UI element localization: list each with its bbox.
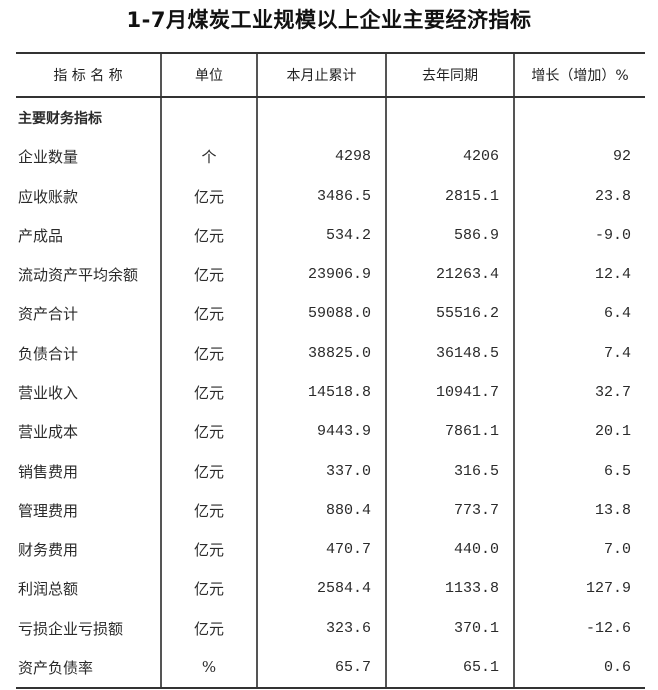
last-year-value: 2815.1 xyxy=(385,176,514,216)
section-row: 主要财务指标 xyxy=(16,97,645,138)
last-year-value: 316.5 xyxy=(385,451,514,491)
last-year-value: 1133.8 xyxy=(385,569,514,609)
unit: 亿元 xyxy=(160,372,257,413)
current-value: 9443.9 xyxy=(256,412,386,452)
indicator-name: 企业数量 xyxy=(18,148,79,167)
table-row: 财务费用 亿元 470.7 440.0 7.0 xyxy=(16,529,645,570)
growth-value: 6.5 xyxy=(513,451,645,491)
table-row: 销售费用 亿元 337.0 316.5 6.5 xyxy=(16,451,645,491)
header-current-cumulative: 本月止累计 xyxy=(256,52,386,98)
page-title: 1-7月煤炭工业规模以上企业主要经济指标 xyxy=(126,8,532,32)
unit: 亿元 xyxy=(160,294,257,334)
last-year-value: 36148.5 xyxy=(385,333,514,373)
unit: 亿元 xyxy=(160,215,257,256)
growth-value: 13.8 xyxy=(513,490,645,530)
current-value: 534.2 xyxy=(256,215,386,256)
current-value: 65.7 xyxy=(256,647,386,689)
last-year-value: 55516.2 xyxy=(385,294,514,334)
last-year-value: 21263.4 xyxy=(385,255,514,295)
table-row: 亏损企业亏损额 亿元 323.6 370.1 -12.6 xyxy=(16,608,645,648)
header-growth: 增长（增加）% xyxy=(513,52,645,98)
unit: 亿元 xyxy=(160,333,257,373)
unit: 亿元 xyxy=(160,176,257,216)
current-value: 323.6 xyxy=(256,608,386,648)
table-row: 应收账款 亿元 3486.5 2815.1 23.8 xyxy=(16,176,645,216)
table-row: 负债合计 亿元 38825.0 36148.5 7.4 xyxy=(16,333,645,373)
header-last-year: 去年同期 xyxy=(385,52,514,98)
current-value: 880.4 xyxy=(256,490,386,530)
growth-value: 12.4 xyxy=(513,255,645,295)
indicators-table: 指 标 名 称 单位 本月止累计 去年同期 增长（增加）% 主要财务指标 企业数… xyxy=(16,52,645,689)
growth-value: -12.6 xyxy=(513,608,645,648)
current-value: 2584.4 xyxy=(256,569,386,609)
header-indicator-name: 指 标 名 称 xyxy=(16,52,161,98)
indicator-name: 流动资产平均余额 xyxy=(18,266,139,285)
header-unit: 单位 xyxy=(160,52,257,98)
unit: 亿元 xyxy=(160,490,257,530)
growth-value: 0.6 xyxy=(513,647,645,689)
current-value: 3486.5 xyxy=(256,176,386,216)
indicator-name: 营业成本 xyxy=(18,423,79,442)
current-value: 38825.0 xyxy=(256,333,386,373)
table-row: 流动资产平均余额 亿元 23906.9 21263.4 12.4 xyxy=(16,255,645,295)
current-value: 59088.0 xyxy=(256,294,386,334)
table-row: 产成品 亿元 534.2 586.9 -9.0 xyxy=(16,215,645,256)
growth-value: 127.9 xyxy=(513,569,645,609)
growth-value: 23.8 xyxy=(513,176,645,216)
last-year-value: 440.0 xyxy=(385,529,514,570)
current-value: 14518.8 xyxy=(256,372,386,413)
unit: 个 xyxy=(160,137,257,177)
last-year-value: 4206 xyxy=(385,137,514,177)
unit: 亿元 xyxy=(160,608,257,648)
last-year-value: 7861.1 xyxy=(385,412,514,452)
current-value: 23906.9 xyxy=(256,255,386,295)
growth-value: 6.4 xyxy=(513,294,645,334)
indicator-name: 利润总额 xyxy=(18,580,79,599)
indicator-name: 销售费用 xyxy=(18,462,79,481)
last-year-value: 773.7 xyxy=(385,490,514,530)
indicator-name: 资产负债率 xyxy=(16,647,161,689)
unit: 亿元 xyxy=(160,569,257,609)
unit: 亿元 xyxy=(160,255,257,295)
table-row: 利润总额 亿元 2584.4 1133.8 127.9 xyxy=(16,569,645,609)
table-row: 营业成本 亿元 9443.9 7861.1 20.1 xyxy=(16,412,645,452)
indicator-name: 亏损企业亏损额 xyxy=(18,619,124,638)
indicator-name: 管理费用 xyxy=(18,501,79,520)
table-row: 企业数量 个 4298 4206 92 xyxy=(16,137,645,177)
unit: 亿元 xyxy=(160,412,257,452)
indicator-name: 资产合计 xyxy=(18,305,79,324)
indicator-name: 产成品 xyxy=(18,226,64,245)
growth-value: 7.4 xyxy=(513,333,645,373)
growth-value: 92 xyxy=(513,137,645,177)
current-value: 470.7 xyxy=(256,529,386,570)
indicator-name: 营业收入 xyxy=(18,383,79,402)
unit: % xyxy=(160,647,257,689)
table-header-row: 指 标 名 称 单位 本月止累计 去年同期 增长（增加）% xyxy=(16,52,645,98)
current-value: 337.0 xyxy=(256,451,386,491)
last-year-value: 10941.7 xyxy=(385,372,514,413)
table-row: 资产合计 亿元 59088.0 55516.2 6.4 xyxy=(16,294,645,334)
unit: 亿元 xyxy=(160,451,257,491)
growth-value: -9.0 xyxy=(513,215,645,256)
table-row: 资产负债率% 65.7 65.1 0.6 xyxy=(16,647,645,689)
current-value: 4298 xyxy=(256,137,386,177)
growth-value: 7.0 xyxy=(513,529,645,570)
indicator-name: 负债合计 xyxy=(18,344,79,363)
last-year-value: 586.9 xyxy=(385,215,514,256)
growth-value: 20.1 xyxy=(513,412,645,452)
unit: 亿元 xyxy=(160,529,257,570)
last-year-value: 65.1 xyxy=(385,647,514,689)
section-label: 主要财务指标 xyxy=(18,110,102,127)
table-row: 管理费用 亿元 880.4 773.7 13.8 xyxy=(16,490,645,530)
indicator-name: 应收账款 xyxy=(18,187,79,206)
indicator-name: 财务费用 xyxy=(18,541,79,560)
growth-value: 32.7 xyxy=(513,372,645,413)
last-year-value: 370.1 xyxy=(385,608,514,648)
table-row: 营业收入 亿元 14518.8 10941.7 32.7 xyxy=(16,372,645,413)
